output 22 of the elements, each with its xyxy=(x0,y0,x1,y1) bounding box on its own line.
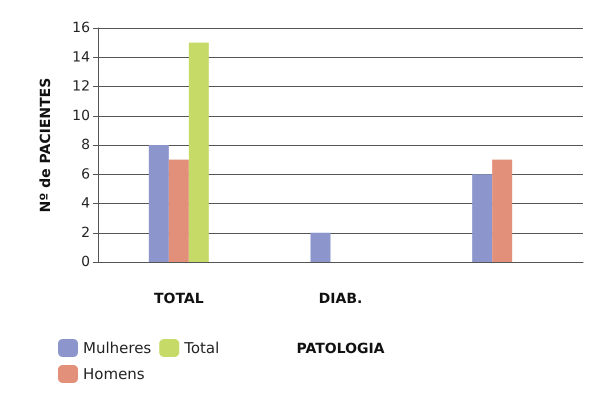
bar xyxy=(148,145,169,262)
y-tick-label: 8 xyxy=(81,137,90,153)
x-tick-label: TOTAL xyxy=(154,291,204,307)
y-tick-label: 2 xyxy=(81,224,90,241)
x-axis-title: PATOLOGIA xyxy=(296,341,385,357)
y-tick-label: 12 xyxy=(72,78,90,94)
x-tick-label: DIAB. xyxy=(318,291,362,307)
y-tick-label: 10 xyxy=(72,108,90,124)
bar xyxy=(188,42,209,262)
legend-label: Mulheres xyxy=(83,339,152,357)
bar xyxy=(168,160,189,262)
y-tick-label: 0 xyxy=(81,254,90,270)
legend-label: Homens xyxy=(83,365,145,383)
y-tick-label: 14 xyxy=(72,49,90,66)
legend-label: Total xyxy=(183,339,220,357)
bar xyxy=(310,232,330,262)
bar xyxy=(492,160,512,262)
y-axis-title: Nº de PACIENTES xyxy=(38,78,54,212)
y-tick-label: 6 xyxy=(81,166,90,182)
bar xyxy=(472,174,492,262)
y-tick-label: 4 xyxy=(81,196,90,212)
y-tick-label: 16 xyxy=(72,20,90,36)
